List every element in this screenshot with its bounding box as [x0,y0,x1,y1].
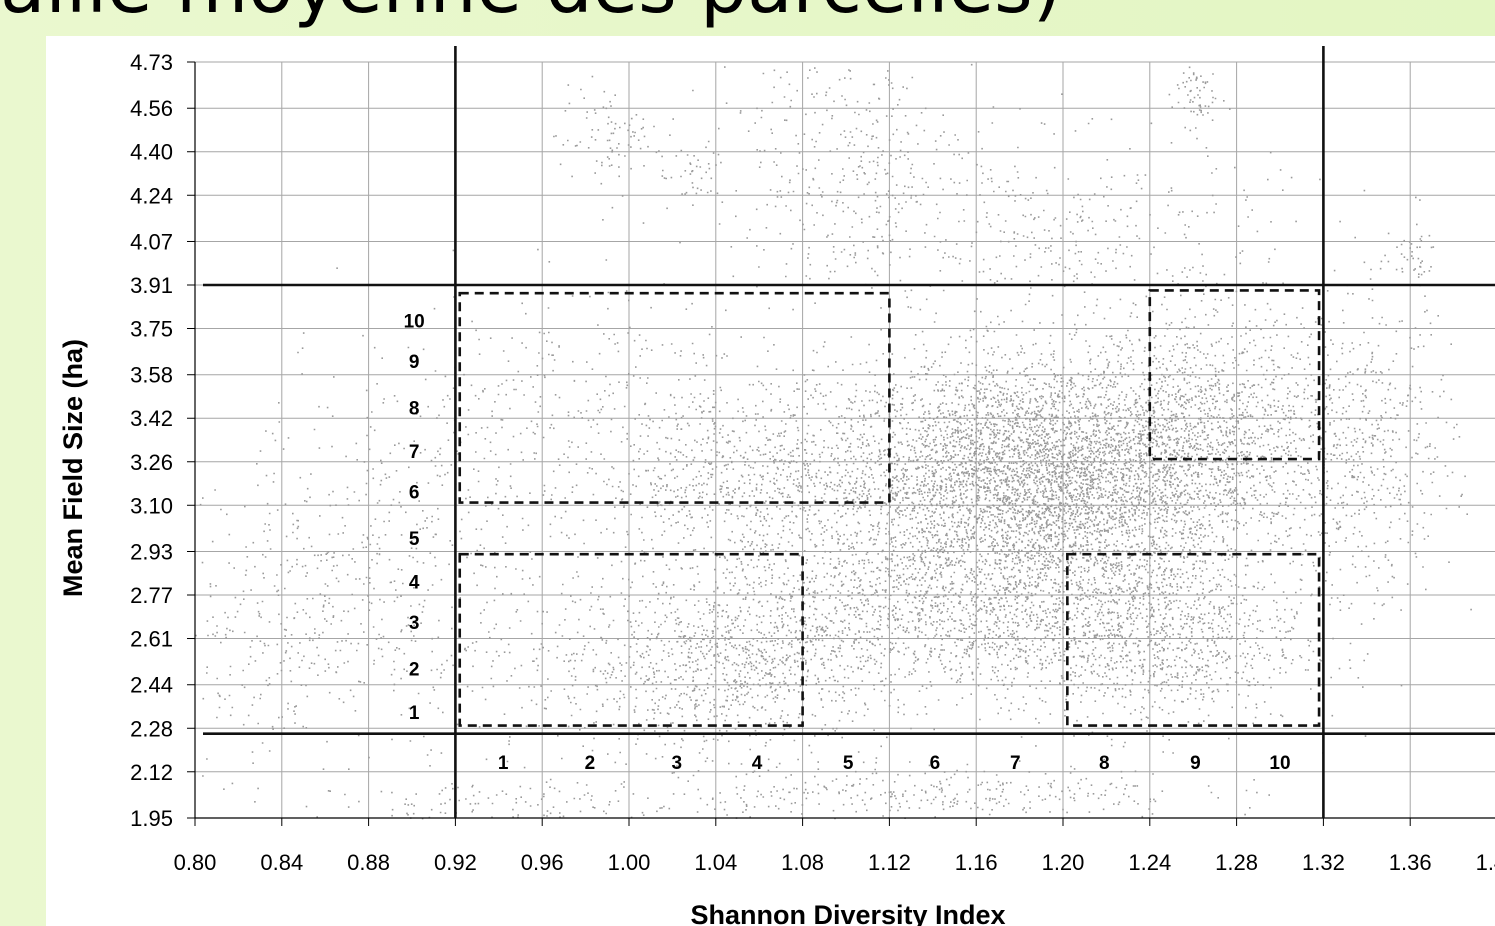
y-zone-label: 6 [409,483,420,504]
x-zone-label: 10 [1269,753,1290,774]
x-tick-label: 1.08 [781,850,824,875]
y-zone-label: 9 [409,352,420,373]
y-zone-label: 4 [409,572,420,593]
dashed-region-box [1148,289,1321,461]
x-zone-label: 5 [843,753,854,774]
x-zone-label: 7 [1010,753,1021,774]
x-tick-label: 1.00 [608,850,651,875]
x-tick-label: 1.28 [1215,850,1258,875]
y-zone-label: 10 [404,311,425,332]
plot-axes [187,61,1495,826]
slide-title: aille moyenne des parcelles) [0,0,1495,32]
dashed-region-box [1066,552,1321,727]
y-tick-label: 4.73 [130,50,173,75]
scatter-point-cloud [195,63,1472,820]
x-zone-label: 1 [498,753,509,774]
y-tick-label: 2.77 [130,583,173,608]
x-tick-label: 0.80 [174,850,217,875]
x-axis-title: Shannon Diversity Index [690,900,1005,926]
scatter-points [195,63,1472,820]
y-zone-label: 1 [409,703,420,724]
scatter-chart: 0.80 0.84 0.88 0.92 0.96 1.00 1.04 1.08 1.12 1.16… [58,46,1495,926]
dashed-region-box [458,291,891,504]
x-zone-labels: 1 2 3 4 5 6 7 8 9 10 [498,753,1291,774]
y-zone-label: 8 [409,398,420,419]
y-tick-label: 1.95 [130,806,173,831]
x-tick-label: 0.84 [260,850,303,875]
reference-lines [203,46,1495,818]
x-tick-label: 1.12 [868,850,911,875]
x-zone-label: 6 [930,753,941,774]
scatter-chart-panel: 0.80 0.84 0.88 0.92 0.96 1.00 1.04 1.08 1.12 1.16… [46,36,1495,926]
x-zone-label: 9 [1190,753,1201,774]
y-zone-labels: 1 2 3 4 5 6 7 8 9 10 [404,311,425,724]
y-tick-label: 2.61 [130,627,173,652]
x-tick-label: 1.40 [1476,850,1495,875]
y-tick-label: 3.91 [130,273,173,298]
y-tick-label: 4.07 [130,229,173,254]
y-tick-label: 4.24 [130,183,173,208]
y-tick-label: 3.10 [130,493,173,518]
y-tick-label: 3.75 [130,317,173,342]
y-tick-label: 2.93 [130,539,173,564]
y-zone-label: 2 [409,659,420,680]
x-zone-label: 3 [671,753,682,774]
y-tick-label: 3.42 [130,406,173,431]
x-tick-label: 1.24 [1128,850,1171,875]
x-tick-labels: 0.80 0.84 0.88 0.92 0.96 1.00 1.04 1.08 1.12 1.16… [174,850,1495,875]
dashed-region-box [458,552,804,727]
x-tick-label: 0.88 [347,850,390,875]
y-tick-label: 3.26 [130,450,173,475]
x-tick-label: 0.96 [521,850,564,875]
y-tick-labels: 1.95 2.12 2.28 2.44 2.61 2.77 2.93 3.10 3.26 3.42… [130,50,173,831]
dashed-boxes [458,289,1321,727]
y-zone-label: 3 [409,613,420,634]
y-zone-label: 5 [409,529,420,550]
x-zone-label: 4 [752,753,763,774]
x-zone-label: 8 [1099,753,1110,774]
y-tick-label: 3.58 [130,363,173,388]
y-tick-label: 2.12 [130,760,173,785]
y-tick-label: 4.56 [130,96,173,121]
x-tick-label: 1.32 [1302,850,1345,875]
y-tick-label: 4.40 [130,140,173,165]
y-axis-title: Mean Field Size (ha) [58,339,88,597]
x-tick-label: 1.36 [1389,850,1432,875]
x-tick-label: 0.92 [434,850,477,875]
y-zone-label: 7 [409,442,420,463]
x-tick-label: 1.16 [955,850,998,875]
y-tick-label: 2.44 [130,673,173,698]
x-tick-label: 1.04 [694,850,737,875]
x-tick-label: 1.20 [1042,850,1085,875]
x-zone-label: 2 [585,753,596,774]
y-tick-label: 2.28 [130,716,173,741]
